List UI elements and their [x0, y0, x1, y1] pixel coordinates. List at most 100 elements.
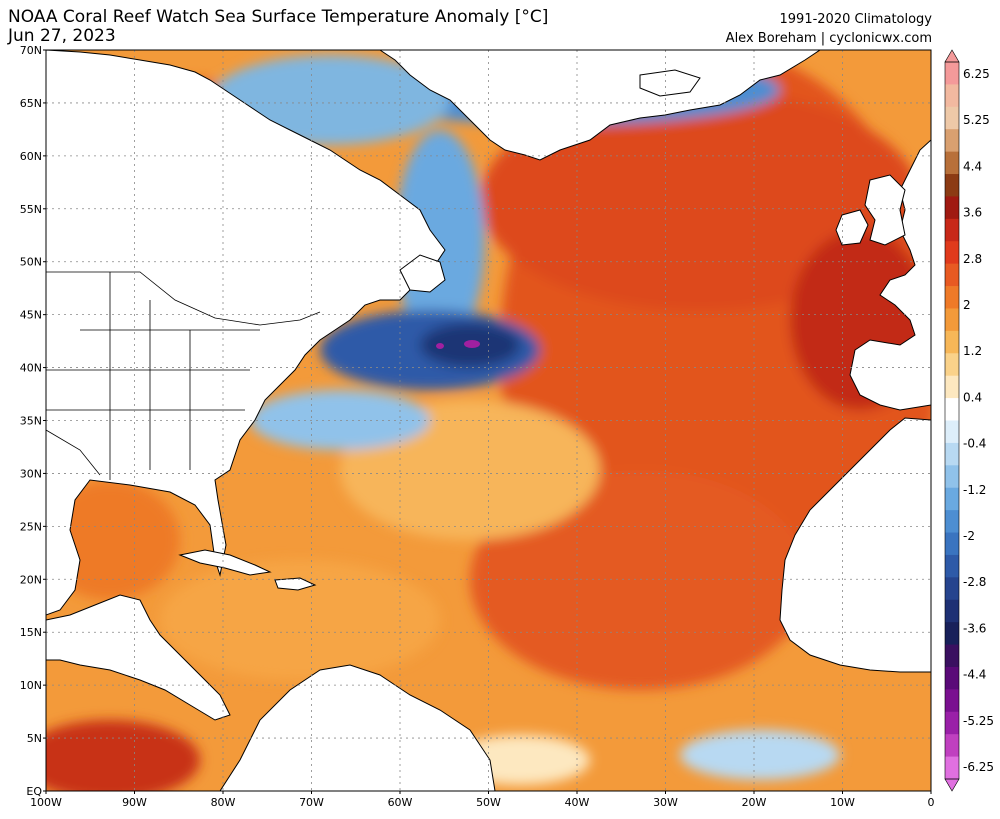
colorbar-extend-top — [944, 49, 960, 63]
colorbar-frame — [944, 61, 960, 780]
colorbar-swatch — [945, 308, 959, 332]
anomaly-extreme-cold-spot — [464, 340, 480, 348]
colorbar-swatch — [945, 420, 959, 444]
title-line-1: NOAA Coral Reef Watch Sea Surface Temper… — [8, 7, 549, 27]
anomaly-hot-equator-pacific — [46, 720, 200, 791]
colorbar-swatch — [945, 84, 959, 108]
colorbar-swatch — [945, 174, 959, 197]
colorbar: 6.25 5.25 4.4 3.6 2.8 2 1.2 0.4 -0.4 -1.2 -2 -2.8 -3… — [944, 49, 994, 792]
lon-label: 10W — [830, 796, 855, 809]
land-british-isles — [864, 174, 906, 246]
lat-label: 30N — [20, 467, 42, 480]
colorbar-swatch — [945, 644, 959, 668]
lat-label: EQ — [26, 785, 42, 798]
colorbar-swatch — [945, 554, 959, 578]
lon-label: 90W — [122, 796, 147, 809]
border-states-1 — [46, 272, 260, 480]
colorbar-label: 6.25 — [963, 67, 990, 81]
map-credits: 1991-2020 Climatology Alex Boreham | cyc… — [726, 10, 932, 48]
author-credit: Alex Boreham | cyclonicwx.com — [725, 31, 932, 46]
lat-label: 45N — [20, 309, 42, 322]
anomaly-cool-south-gulf-stream — [250, 390, 430, 450]
lon-label: 70W — [299, 796, 324, 809]
longitude-labels: 100W 90W 80W 70W 60W 50W 40W 30W 20W 10W 0 — [30, 791, 935, 809]
land-greenland — [379, 50, 821, 161]
colorbar-swatch — [945, 286, 959, 309]
latitude-labels: 70N 65N 60N 55N 50N 45N 40N 35N 30N 25N 20N 15N 10N 5… — [20, 44, 46, 798]
colorbar-swatch — [945, 375, 959, 399]
colorbar-swatch — [945, 218, 959, 242]
colorbar-swatch — [945, 241, 959, 265]
colorbar-swatch — [945, 577, 959, 601]
title-date: Jun 27, 2023 — [8, 26, 116, 46]
political-borders — [46, 271, 321, 480]
colorbar-swatch — [945, 263, 959, 287]
colorbar-label: -2 — [963, 529, 975, 543]
land-europe — [849, 139, 931, 411]
lon-label: 60W — [388, 796, 413, 809]
lon-label: 40W — [565, 796, 590, 809]
land-north-america — [46, 50, 446, 616]
lon-label: 30W — [653, 796, 678, 809]
colorbar-label: -2.8 — [963, 575, 986, 589]
lat-label: 50N — [20, 256, 42, 269]
anomaly-hot-tropics — [470, 470, 810, 690]
anomaly-hot-northeast — [480, 90, 920, 310]
colorbar-swatch — [945, 106, 959, 130]
lon-label: 50W — [476, 796, 501, 809]
map-title: NOAA Coral Reef Watch Sea Surface Temper… — [8, 8, 548, 46]
anomaly-extreme-cold-spot-2 — [436, 343, 444, 349]
colorbar-label: 2 — [963, 298, 971, 312]
colorbar-label: -6.25 — [963, 760, 994, 774]
colorbar-label: 3.6 — [963, 206, 982, 220]
colorbar-swatch — [945, 666, 959, 690]
colorbar-label: -3.6 — [963, 621, 986, 635]
colorbar-swatch — [945, 62, 959, 85]
climatology-label: 1991-2020 Climatology — [779, 12, 932, 27]
lat-label: 25N — [20, 520, 42, 533]
lat-label: 10N — [20, 679, 42, 692]
lat-label: 20N — [20, 573, 42, 586]
lat-label: 15N — [20, 626, 42, 639]
anomaly-mild-caribbean — [160, 560, 440, 680]
colorbar-swatch — [945, 129, 959, 153]
colorbar-label: -5.25 — [963, 714, 994, 728]
colorbar-label: -1.2 — [963, 483, 986, 497]
lon-label: 20W — [742, 796, 767, 809]
colorbar-swatch — [945, 734, 959, 758]
lon-label: 0 — [928, 796, 935, 809]
land-masses — [46, 50, 931, 791]
colorbar-swatch — [945, 756, 959, 780]
colorbar-swatch — [945, 599, 959, 623]
colorbar-swatch — [945, 510, 959, 534]
colorbar-swatch — [945, 353, 959, 377]
colorbar-swatch — [945, 689, 959, 713]
colorbar-label: 5.25 — [963, 113, 990, 127]
lat-label: 70N — [20, 44, 42, 57]
land-south-america — [219, 664, 496, 791]
land-hispaniola — [274, 577, 317, 591]
colorbar-label: 4.4 — [963, 159, 982, 173]
land-cuba — [178, 549, 272, 576]
lat-label: 60N — [20, 150, 42, 163]
anomaly-cold-labrador — [395, 130, 485, 350]
colorbar-swatch — [945, 398, 959, 421]
lat-label: 35N — [20, 415, 42, 428]
land-central-america — [46, 594, 231, 721]
colorbar-label: -0.4 — [963, 437, 986, 451]
colorbar-swatch — [945, 442, 959, 466]
colorbar-swatch — [945, 711, 959, 735]
lon-label: 100W — [30, 796, 62, 809]
map-plot-area — [46, 50, 931, 791]
colorbar-label: 1.2 — [963, 344, 982, 358]
colorbar-swatch — [945, 196, 959, 220]
land-iceland — [639, 69, 701, 97]
colorbar-swatch — [945, 532, 959, 556]
colorbar-extend-bottom — [944, 778, 960, 792]
lat-label: 40N — [20, 362, 42, 375]
colorbar-label: -4.4 — [963, 668, 986, 682]
lat-label: 5N — [27, 732, 42, 745]
colorbar-swatch — [945, 465, 959, 489]
colorbar-swatch — [945, 487, 959, 511]
